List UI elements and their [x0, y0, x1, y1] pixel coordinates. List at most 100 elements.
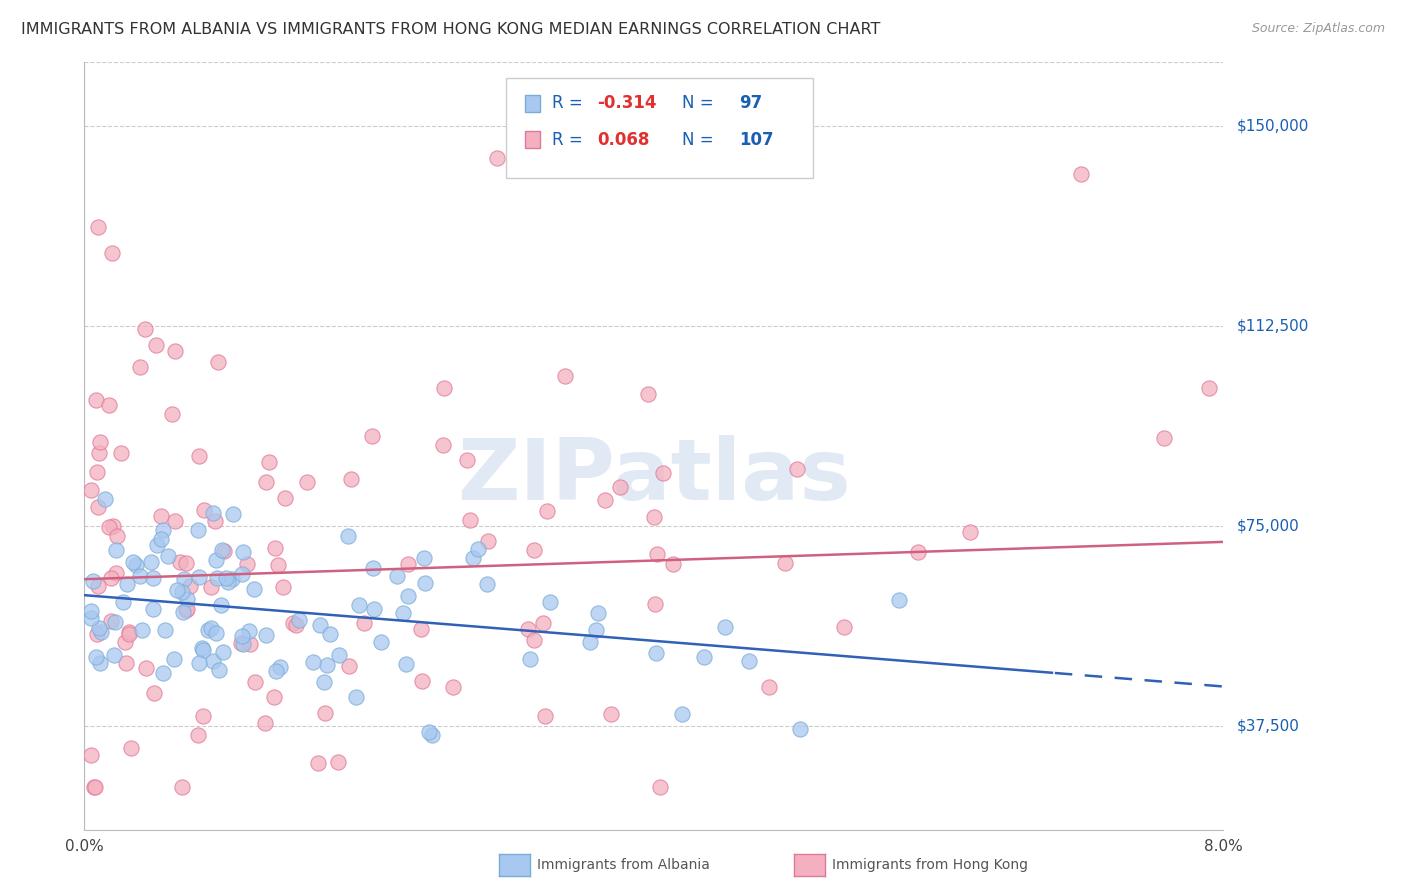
Immigrants from Albania — [191, 642, 214, 657]
Immigrants from Albania — [149, 532, 172, 546]
Immigrants from Albania — [738, 654, 761, 668]
Immigrants from Hong Kong — [263, 541, 285, 556]
Immigrants from Albania — [396, 590, 419, 604]
Immigrants from Hong Kong — [295, 475, 318, 489]
Immigrants from Albania — [337, 529, 360, 543]
Immigrants from Hong Kong — [411, 622, 433, 636]
Text: 107: 107 — [740, 131, 775, 149]
Immigrants from Albania — [197, 624, 219, 638]
Immigrants from Hong Kong — [1153, 431, 1175, 445]
Immigrants from Albania — [288, 613, 311, 627]
Immigrants from Albania — [418, 725, 440, 739]
Immigrants from Albania — [540, 595, 562, 609]
Immigrants from Albania — [231, 629, 253, 643]
Immigrants from Hong Kong — [637, 387, 659, 401]
Immigrants from Albania — [152, 523, 174, 537]
Immigrants from Hong Kong — [188, 449, 211, 463]
Immigrants from Albania — [361, 561, 384, 575]
Immigrants from Albania — [215, 571, 238, 585]
Immigrants from Hong Kong — [600, 707, 623, 722]
Immigrants from Albania — [163, 652, 186, 666]
Immigrants from Hong Kong — [337, 658, 360, 673]
Immigrants from Hong Kong — [959, 525, 981, 540]
Immigrants from Hong Kong — [165, 344, 187, 359]
Immigrants from Albania — [328, 648, 350, 663]
Immigrants from Hong Kong — [191, 709, 214, 723]
Immigrants from Hong Kong — [396, 557, 419, 571]
Immigrants from Hong Kong — [662, 557, 685, 571]
Immigrants from Hong Kong — [254, 475, 277, 490]
Immigrants from Hong Kong — [207, 355, 229, 369]
Text: ZIPatlas: ZIPatlas — [457, 435, 851, 518]
Immigrants from Albania — [264, 664, 287, 678]
Immigrants from Albania — [232, 545, 254, 559]
Immigrants from Albania — [208, 663, 231, 677]
Immigrants from Hong Kong — [142, 685, 165, 699]
Immigrants from Hong Kong — [328, 755, 350, 769]
Immigrants from Albania — [309, 617, 332, 632]
Immigrants from Albania — [314, 675, 336, 690]
Immigrants from Albania — [586, 607, 609, 621]
Immigrants from Hong Kong — [648, 780, 671, 794]
Immigrants from Hong Kong — [775, 557, 797, 571]
Immigrants from Albania — [209, 598, 232, 612]
Immigrants from Hong Kong — [907, 545, 929, 559]
Immigrants from Albania — [889, 592, 911, 607]
Immigrants from Hong Kong — [307, 756, 329, 770]
Immigrants from Albania — [172, 606, 194, 620]
Immigrants from Albania — [82, 574, 104, 588]
Immigrants from Albania — [238, 624, 260, 639]
Immigrants from Albania — [316, 658, 339, 673]
Immigrants from Albania — [142, 571, 165, 585]
Immigrants from Hong Kong — [134, 322, 156, 336]
Immigrants from Hong Kong — [458, 513, 481, 527]
Immigrants from Hong Kong — [87, 220, 110, 235]
Immigrants from Hong Kong — [204, 514, 226, 528]
Text: R =: R = — [551, 131, 588, 149]
Immigrants from Hong Kong — [477, 533, 499, 548]
Immigrants from Albania — [269, 660, 291, 674]
Immigrants from Albania — [205, 625, 228, 640]
Immigrants from Albania — [80, 604, 103, 618]
Immigrants from Hong Kong — [187, 728, 209, 742]
Text: N =: N = — [682, 131, 720, 149]
Immigrants from Hong Kong — [523, 633, 546, 648]
Immigrants from Albania — [157, 549, 180, 563]
Immigrants from Hong Kong — [517, 622, 540, 636]
Immigrants from Albania — [170, 584, 193, 599]
Immigrants from Albania — [187, 657, 209, 671]
Immigrants from Albania — [124, 558, 146, 573]
Immigrants from Albania — [212, 645, 235, 659]
Immigrants from Hong Kong — [174, 602, 197, 616]
Immigrants from Hong Kong — [432, 438, 454, 452]
Immigrants from Hong Kong — [97, 519, 120, 533]
Immigrants from Hong Kong — [456, 453, 478, 467]
Immigrants from Albania — [467, 541, 489, 556]
Immigrants from Hong Kong — [200, 580, 222, 594]
Immigrants from Albania — [579, 635, 602, 649]
Immigrants from Hong Kong — [114, 656, 136, 670]
Immigrants from Albania — [221, 572, 243, 586]
Immigrants from Hong Kong — [83, 780, 105, 794]
Immigrants from Albania — [166, 583, 188, 598]
Text: $112,500: $112,500 — [1237, 318, 1309, 334]
Immigrants from Hong Kong — [176, 602, 198, 616]
Immigrants from Albania — [211, 543, 233, 558]
Immigrants from Albania — [87, 621, 110, 635]
Text: R =: R = — [551, 94, 588, 112]
Immigrants from Albania — [231, 567, 253, 582]
Immigrants from Hong Kong — [441, 680, 464, 694]
Immigrants from Hong Kong — [243, 675, 266, 690]
Immigrants from Albania — [222, 507, 245, 521]
Immigrants from Albania — [205, 571, 228, 585]
Immigrants from Albania — [645, 646, 668, 660]
Immigrants from Albania — [232, 637, 254, 651]
Immigrants from Hong Kong — [118, 626, 141, 640]
Immigrants from Hong Kong — [283, 615, 305, 630]
Immigrants from Albania — [146, 538, 169, 552]
Immigrants from Hong Kong — [239, 637, 262, 651]
Immigrants from Hong Kong — [1198, 381, 1220, 395]
Immigrants from Albania — [344, 690, 367, 705]
Immigrants from Hong Kong — [101, 519, 124, 533]
Immigrants from Hong Kong — [411, 673, 433, 688]
